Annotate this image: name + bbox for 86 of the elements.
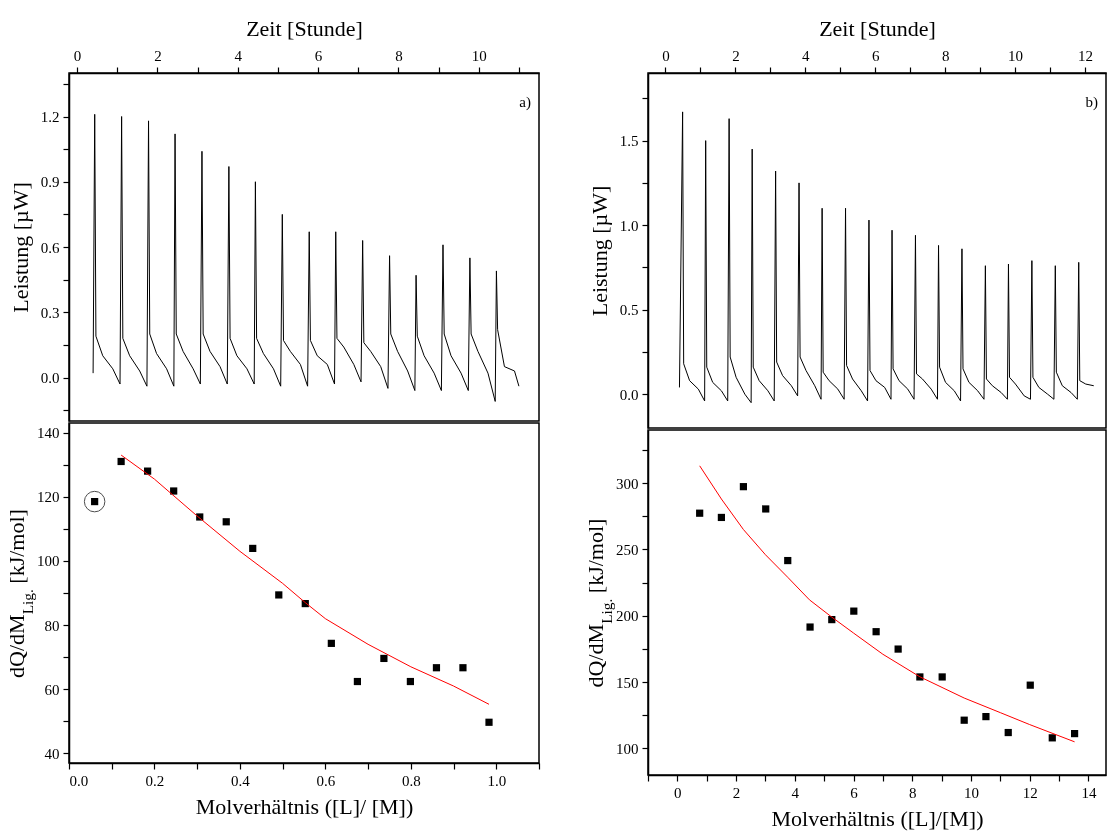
y-tick-label: 0.3: [40, 304, 60, 321]
point: [872, 628, 880, 636]
y-tick-label: 80: [44, 617, 60, 634]
x-tick-label: 14: [1081, 784, 1097, 801]
x-tick-label: 0.6: [316, 772, 336, 789]
y-tick-label: 140: [37, 425, 60, 442]
y-tick-label: 250: [616, 541, 639, 558]
y-tick-label: 300: [616, 475, 639, 492]
point: [1004, 728, 1012, 737]
x-tick-label: 6: [314, 47, 323, 64]
x-tick-label: 4: [791, 784, 800, 801]
point: [117, 457, 125, 466]
x-tick-label: 0: [674, 784, 682, 801]
point: [894, 645, 902, 653]
y-axis-title: Leistung [µW]: [7, 182, 33, 313]
y-tick-label: 100: [37, 553, 60, 570]
x-tick-label: 1.0: [487, 772, 507, 789]
x-axis-title: Molverhältnis ([L]/[M]): [771, 805, 984, 831]
annotation: b): [1085, 94, 1098, 111]
x-tick-label: 4: [802, 47, 811, 64]
x-tick-label: 4: [234, 47, 243, 64]
line-series: [699, 465, 1076, 743]
x-tick-label: 2: [732, 47, 740, 64]
x-axis-title: Zeit [Stunde]: [819, 15, 936, 41]
point: [982, 713, 990, 721]
y-tick-label: 120: [37, 489, 60, 506]
point: [170, 487, 178, 495]
y-tick-label: 0.9: [40, 174, 60, 191]
point: [353, 677, 362, 686]
point: [938, 673, 946, 681]
y-tick-label: 100: [616, 740, 639, 757]
x-tick-label: 2: [732, 784, 741, 801]
point: [739, 483, 748, 491]
point: [327, 639, 335, 647]
point: [249, 544, 257, 553]
x-tick-label: 6: [872, 47, 880, 64]
point: [380, 654, 388, 663]
x-tick-label: 2: [154, 47, 162, 64]
y-tick-label: 1.5: [619, 133, 639, 150]
x-tick-label: 8: [941, 47, 950, 64]
x-axis-title: Zeit [Stunde]: [246, 15, 363, 41]
point: [762, 505, 770, 513]
x-tick-label: 10: [1008, 47, 1024, 64]
point: [1070, 729, 1079, 738]
point: [806, 623, 814, 631]
x-tick-label: 8: [908, 784, 917, 801]
x-axis-title: Molverhältnis ([L]/ [M]): [195, 793, 414, 819]
y-tick-label: 40: [44, 745, 60, 762]
x-tick-label: 12: [1078, 47, 1094, 64]
y-tick-label: 0.5: [619, 302, 639, 319]
x-tick-label: 0.2: [145, 772, 165, 789]
x-tick-label: 10: [963, 784, 979, 801]
y-tick-label: 0.0: [40, 370, 60, 386]
point: [406, 677, 414, 686]
y-tick-label: 200: [616, 608, 639, 625]
point: [960, 716, 968, 724]
x-tick-label: 0.4: [231, 772, 251, 789]
x-tick-label: 8: [395, 47, 403, 64]
point: [485, 718, 493, 726]
point: [717, 513, 725, 522]
x-tick-label: 0: [73, 47, 82, 64]
y-tick-label: 0.6: [40, 239, 60, 256]
y-tick-label: 60: [44, 681, 60, 698]
y-axis-title: Leistung [µW]: [586, 185, 612, 317]
point: [850, 607, 858, 615]
point: [432, 664, 441, 672]
x-tick-label: 10: [471, 47, 487, 64]
x-tick-label: 0: [662, 47, 670, 64]
x-tick-label: 0.0: [69, 772, 89, 789]
point: [1026, 681, 1034, 689]
y-tick-label: 1.2: [40, 109, 60, 125]
y-tick-label: 0.0: [619, 386, 639, 403]
point: [459, 664, 467, 672]
x-tick-label: 12: [1022, 784, 1038, 801]
point: [275, 591, 283, 599]
x-tick-label: 6: [850, 784, 859, 801]
y-tick-label: 1.0: [619, 217, 639, 234]
line-series: [678, 111, 1095, 404]
point: [222, 518, 230, 526]
x-tick-label: 0.8: [401, 772, 421, 789]
annotation: a): [519, 94, 531, 111]
point: [784, 556, 792, 565]
point: [696, 509, 704, 517]
y-tick-label: 150: [616, 674, 639, 691]
line-series: [92, 113, 520, 402]
point: [1048, 734, 1056, 742]
